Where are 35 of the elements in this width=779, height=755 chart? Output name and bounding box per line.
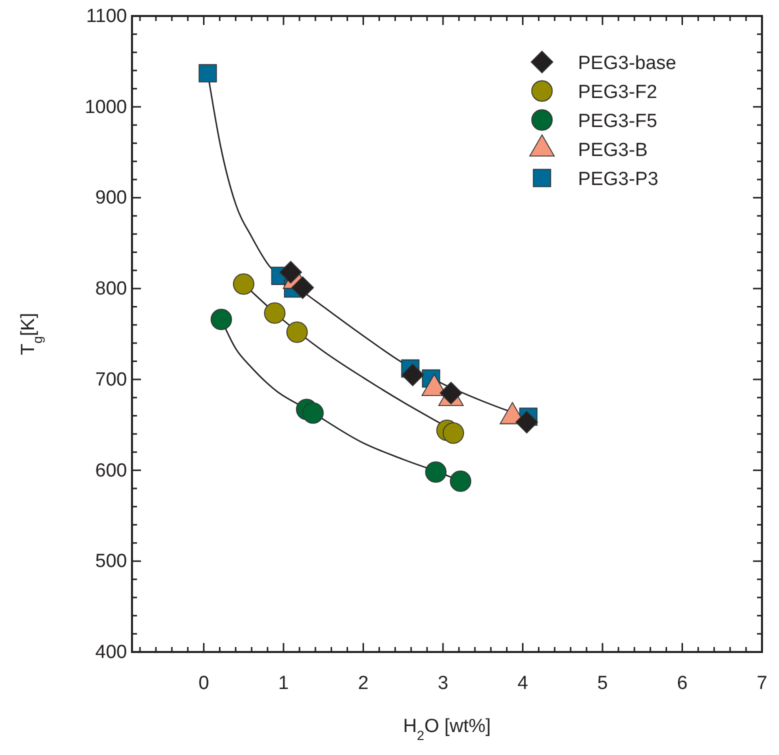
legend-label: PEG3-base: [578, 53, 676, 74]
y-tick-label: 1000: [84, 96, 127, 118]
x-tick-label: 3: [438, 673, 448, 694]
x-tick-label: 6: [676, 673, 688, 694]
legend-label: PEG3-F5: [578, 111, 658, 132]
y-tick-label: 1100: [86, 6, 127, 27]
point: [450, 470, 472, 492]
point: [302, 402, 324, 424]
x-tick-label: 0: [198, 673, 210, 694]
x-tick-label: 4: [517, 673, 528, 694]
x-tick-label: 7: [756, 673, 768, 694]
point: [198, 64, 217, 82]
y-tick-label: 600: [95, 460, 127, 482]
x-tick-label: 5: [597, 673, 608, 694]
point: [210, 308, 232, 330]
point: [279, 260, 302, 284]
x-tick-label: 1: [278, 673, 289, 694]
y-tick-label: 500: [95, 551, 127, 572]
point: [286, 322, 308, 343]
legend-label: PEG3-F2: [578, 82, 658, 103]
point: [442, 422, 464, 444]
x-axis-title: H$_{2}$O [wt%]: [403, 716, 491, 742]
point: [232, 273, 254, 295]
point: [264, 302, 286, 324]
point: [291, 276, 314, 299]
y-tick-label: 400: [95, 642, 127, 663]
point: [425, 461, 447, 483]
y-tick-label: 700: [95, 369, 127, 390]
y-tick-label: 800: [95, 278, 127, 300]
point: [515, 410, 538, 434]
y-tick-label: 900: [95, 188, 127, 209]
point: [401, 364, 424, 386]
legend-label: PEG3-B: [578, 140, 648, 161]
legend-label: PEG3-P3: [578, 169, 658, 190]
x-tick-label: 2: [358, 673, 369, 694]
